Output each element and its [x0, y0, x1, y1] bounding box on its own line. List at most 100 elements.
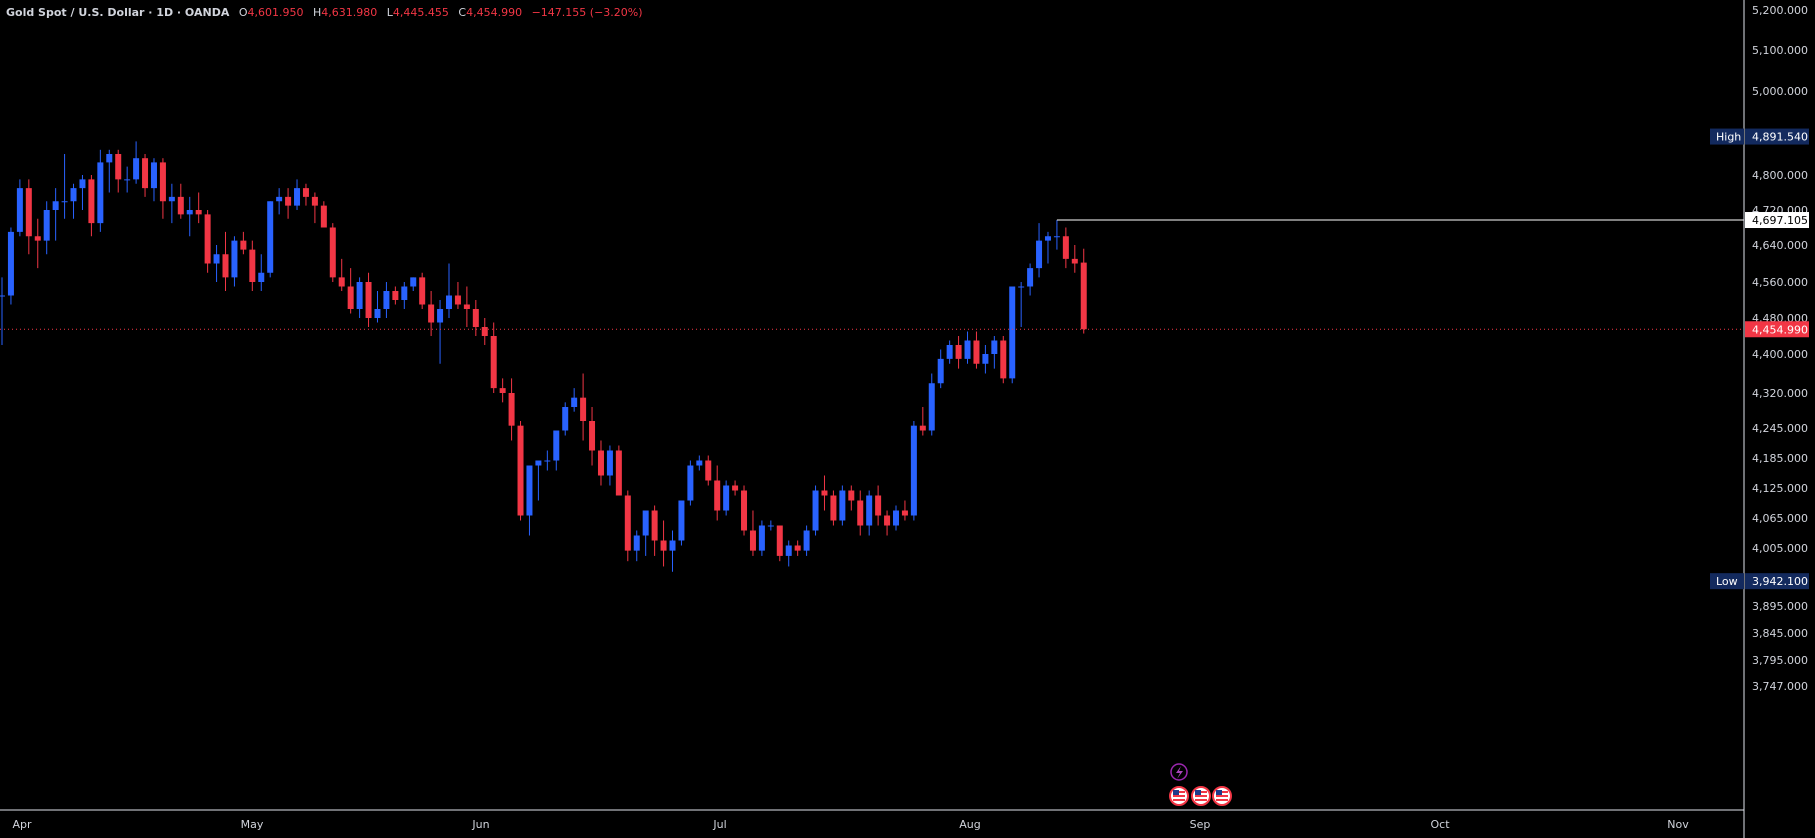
- candle: [839, 485, 846, 526]
- candle-body: [982, 354, 989, 364]
- candle-body: [276, 196, 283, 202]
- low-value: 4,445.455: [392, 6, 449, 19]
- candle-body: [866, 495, 873, 526]
- candle-body: [52, 201, 59, 210]
- candle: [1053, 220, 1060, 250]
- candle: [767, 520, 774, 531]
- candle: [472, 300, 479, 336]
- candle: [946, 340, 953, 364]
- candle-body: [437, 309, 444, 323]
- candle-body: [919, 425, 926, 431]
- change-value: −147.155 (−3.20%): [531, 6, 643, 19]
- candle-body: [195, 210, 202, 215]
- price-tick-label: 3,747.000: [1752, 680, 1808, 693]
- candle: [597, 440, 604, 486]
- candle-body: [741, 490, 748, 531]
- candle: [606, 445, 613, 486]
- candle: [741, 485, 748, 536]
- high-marker-label: High: [1716, 131, 1741, 144]
- candle: [910, 421, 917, 521]
- candle: [463, 286, 470, 327]
- candle-body: [660, 540, 667, 551]
- candle-body: [1027, 268, 1034, 287]
- candle-body: [124, 179, 131, 181]
- candle-body: [973, 340, 980, 364]
- price-tick-label: 4,185.000: [1752, 452, 1808, 465]
- candle-body: [776, 525, 783, 556]
- candle-body: [732, 485, 739, 491]
- candle-body: [526, 465, 533, 516]
- candle-body: [696, 460, 703, 466]
- candle-body: [839, 490, 846, 521]
- candle: [16, 179, 23, 237]
- candle: [115, 149, 122, 193]
- candle-body: [562, 407, 569, 431]
- candle-body: [830, 495, 837, 521]
- candle: [803, 525, 810, 556]
- price-tick-label: 4,320.000: [1752, 387, 1808, 400]
- candle-body: [767, 525, 774, 527]
- high-value: 4,631.980: [321, 6, 378, 19]
- candle: [195, 192, 202, 224]
- candle: [267, 201, 274, 278]
- candle: [973, 331, 980, 369]
- candle-body: [240, 240, 247, 250]
- candle: [991, 336, 998, 369]
- candle: [428, 291, 435, 336]
- candle-body: [785, 545, 792, 556]
- candle-body: [463, 304, 470, 309]
- candle: [365, 272, 372, 327]
- price-axis[interactable]: 5,200.0005,100.0005,000.0004,800.0004,72…: [1710, 0, 1809, 838]
- candle: [186, 196, 193, 237]
- candle-body: [231, 240, 238, 278]
- candle: [168, 183, 175, 224]
- lightning-icon[interactable]: [1170, 763, 1188, 781]
- candle: [88, 175, 95, 237]
- candle-body: [1009, 286, 1016, 379]
- high-marker-tag: [1710, 128, 1744, 145]
- candle-body: [302, 188, 309, 197]
- time-axis[interactable]: Apr May Jun Jul Aug Sep Oct Nov: [0, 809, 1744, 831]
- candle: [1071, 245, 1078, 273]
- candle-body: [714, 480, 721, 511]
- candle: [213, 245, 220, 282]
- candle: [222, 231, 229, 291]
- low-label: L: [386, 6, 393, 19]
- candle-body: [937, 358, 944, 384]
- candle-body: [213, 254, 220, 264]
- candle-body: [1044, 236, 1051, 241]
- us-flag-icon[interactable]: [1212, 786, 1232, 806]
- candle: [142, 154, 149, 197]
- candle-body: [821, 490, 828, 496]
- candle-body: [705, 460, 712, 481]
- candle: [830, 490, 837, 526]
- candle: [589, 407, 596, 466]
- candle: [687, 460, 694, 506]
- candle-body: [401, 286, 408, 300]
- us-flag-icon[interactable]: [1191, 786, 1211, 806]
- close-label: C: [458, 6, 467, 19]
- candle: [106, 149, 113, 193]
- candle: [338, 258, 345, 291]
- candle: [240, 231, 247, 255]
- candle: [678, 500, 685, 546]
- us-flag-icon[interactable]: [1169, 786, 1189, 806]
- candle-body: [168, 196, 175, 202]
- candle: [884, 510, 891, 536]
- candle-body: [642, 510, 649, 536]
- candle-body: [159, 162, 166, 202]
- candle-body: [624, 495, 631, 551]
- candle-body: [928, 383, 935, 431]
- candle: [1036, 223, 1043, 278]
- candle-body: [347, 286, 354, 309]
- candle: [893, 505, 899, 531]
- events-layer: [1169, 763, 1232, 806]
- candle: [696, 455, 703, 471]
- time-tick-label: Aug: [959, 818, 980, 831]
- price-tick-label: 5,000.000: [1752, 85, 1808, 98]
- candle-body: [910, 425, 917, 516]
- candle-body: [571, 397, 578, 407]
- candle: [624, 490, 631, 562]
- candle-body: [857, 500, 864, 526]
